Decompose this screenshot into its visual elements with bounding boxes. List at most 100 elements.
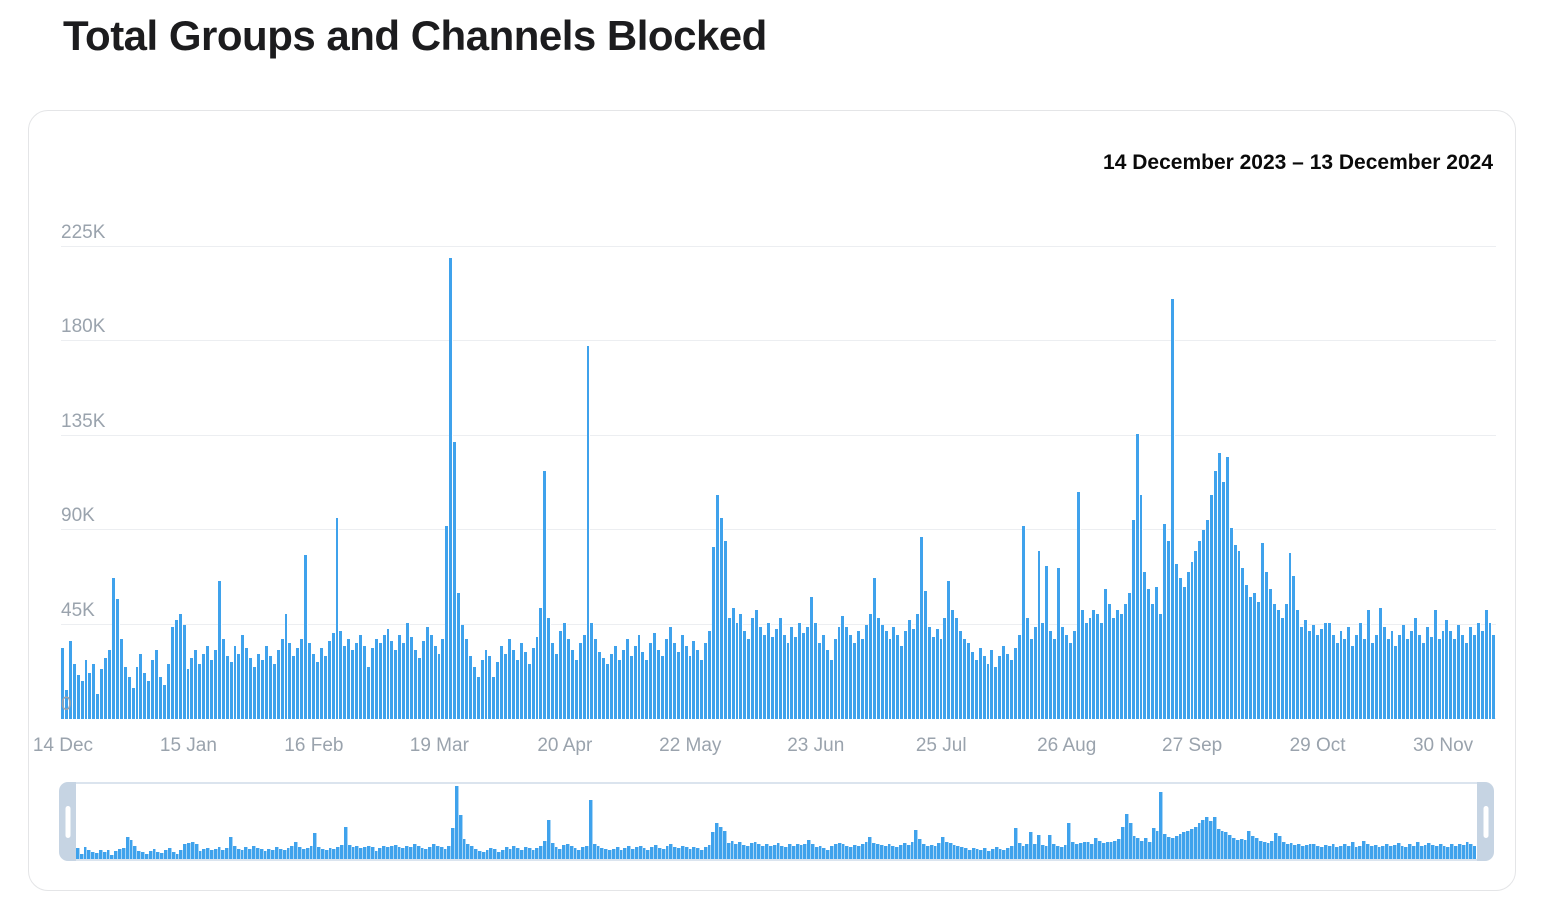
- minimap-day-bar[interactable]: [646, 849, 651, 859]
- day-bar[interactable]: [359, 635, 363, 719]
- day-bar[interactable]: [621, 649, 626, 719]
- minimap-day-bar[interactable]: [347, 845, 352, 859]
- day-bar[interactable]: [676, 651, 681, 719]
- minimap-day-bar[interactable]: [363, 847, 367, 859]
- day-bar[interactable]: [1245, 584, 1250, 719]
- minimap-day-bar[interactable]: [424, 849, 429, 859]
- minimap-day-bar[interactable]: [343, 827, 348, 859]
- minimap-day-bar[interactable]: [899, 845, 903, 859]
- minimap-day-bar[interactable]: [906, 844, 911, 859]
- minimap-day-bar[interactable]: [1262, 841, 1267, 859]
- minimap-day-bar[interactable]: [1113, 840, 1118, 859]
- minimap-day-bar[interactable]: [508, 848, 513, 859]
- minimap-day-bar[interactable]: [585, 845, 589, 859]
- minimap-day-bar[interactable]: [336, 846, 341, 859]
- minimap-day-bar[interactable]: [1063, 845, 1068, 859]
- day-bar[interactable]: [559, 630, 563, 719]
- day-bar[interactable]: [1453, 639, 1458, 719]
- day-bar[interactable]: [1225, 456, 1230, 719]
- minimap-day-bar[interactable]: [485, 849, 490, 859]
- minimap-day-bar[interactable]: [726, 843, 731, 859]
- minimap-day-bar[interactable]: [1189, 829, 1194, 859]
- day-bar[interactable]: [496, 662, 501, 719]
- day-bar[interactable]: [331, 633, 336, 719]
- minimap-day-bar[interactable]: [967, 849, 972, 859]
- day-bar[interactable]: [96, 693, 101, 719]
- minimap-day-bar[interactable]: [684, 847, 689, 859]
- day-bar[interactable]: [1139, 494, 1144, 719]
- minimap-day-bar[interactable]: [1101, 843, 1106, 859]
- minimap-day-bar[interactable]: [1469, 843, 1474, 859]
- day-bar[interactable]: [1363, 639, 1367, 719]
- day-bar[interactable]: [680, 635, 685, 719]
- day-bar[interactable]: [1402, 624, 1407, 719]
- minimap-day-bar[interactable]: [370, 847, 375, 859]
- day-bar[interactable]: [1406, 639, 1411, 719]
- minimap-day-bar[interactable]: [611, 848, 616, 859]
- minimap-day-bar[interactable]: [719, 827, 723, 859]
- day-bar[interactable]: [1014, 647, 1018, 719]
- day-bar[interactable]: [539, 607, 544, 719]
- minimap-day-bar[interactable]: [600, 848, 605, 859]
- day-bar[interactable]: [276, 649, 281, 719]
- minimap-day-bar[interactable]: [1431, 845, 1435, 859]
- day-bar[interactable]: [461, 624, 465, 719]
- minimap-day-bar[interactable]: [447, 846, 452, 859]
- day-bar[interactable]: [759, 626, 764, 719]
- minimap-day-bar[interactable]: [1121, 827, 1125, 859]
- minimap-day-bar[interactable]: [592, 843, 597, 859]
- day-bar[interactable]: [464, 639, 469, 719]
- day-bar[interactable]: [1261, 542, 1266, 719]
- day-bar[interactable]: [476, 677, 481, 719]
- day-bar[interactable]: [849, 635, 854, 719]
- day-bar[interactable]: [1272, 603, 1277, 719]
- minimap-day-bar[interactable]: [232, 846, 237, 859]
- day-bar[interactable]: [978, 647, 983, 719]
- minimap-day-bar[interactable]: [267, 848, 272, 859]
- day-bar[interactable]: [323, 656, 328, 719]
- day-bar[interactable]: [908, 620, 913, 719]
- minimap-day-bar[interactable]: [106, 850, 111, 859]
- minimap-day-bar[interactable]: [523, 847, 528, 859]
- day-bar[interactable]: [1017, 635, 1022, 719]
- minimap-day-bar[interactable]: [317, 847, 321, 859]
- day-bar[interactable]: [876, 618, 881, 719]
- day-bar[interactable]: [1072, 630, 1077, 719]
- day-bar[interactable]: [472, 666, 477, 719]
- day-bar[interactable]: [853, 643, 858, 719]
- day-bar[interactable]: [735, 622, 740, 719]
- minimap-day-bar[interactable]: [187, 843, 191, 859]
- minimap-day-bar[interactable]: [190, 842, 195, 859]
- day-bar[interactable]: [1472, 635, 1477, 719]
- minimap-day-bar[interactable]: [895, 847, 900, 859]
- day-bar[interactable]: [1202, 530, 1207, 719]
- day-bar[interactable]: [959, 630, 964, 719]
- day-bar[interactable]: [1343, 639, 1348, 719]
- minimap-day-bar[interactable]: [432, 844, 436, 859]
- minimap-day-bar[interactable]: [477, 850, 482, 859]
- day-bar[interactable]: [1163, 523, 1167, 719]
- minimap-day-bar[interactable]: [493, 849, 498, 859]
- minimap-day-bar[interactable]: [1082, 841, 1087, 859]
- minimap-day-bar[interactable]: [152, 848, 157, 859]
- day-bar[interactable]: [1449, 630, 1454, 719]
- day-bar[interactable]: [335, 517, 340, 719]
- minimap-day-bar[interactable]: [818, 845, 823, 859]
- day-bar[interactable]: [845, 626, 850, 719]
- minimap-day-bar[interactable]: [294, 842, 299, 859]
- minimap-day-bar[interactable]: [531, 850, 536, 859]
- minimap-day-bar[interactable]: [543, 841, 547, 859]
- minimap-day-bar[interactable]: [749, 843, 754, 859]
- minimap-day-bar[interactable]: [841, 844, 846, 859]
- day-bar[interactable]: [606, 664, 611, 719]
- day-bar[interactable]: [1284, 603, 1289, 719]
- day-bar[interactable]: [127, 677, 132, 719]
- day-bar[interactable]: [594, 639, 599, 719]
- minimap-day-bar[interactable]: [1457, 843, 1462, 859]
- day-bar[interactable]: [382, 635, 387, 719]
- day-bar[interactable]: [1265, 572, 1269, 719]
- minimap-day-bar[interactable]: [772, 844, 777, 859]
- minimap-day-bar[interactable]: [1209, 821, 1213, 859]
- day-bar[interactable]: [786, 643, 791, 719]
- minimap-day-bar[interactable]: [324, 850, 329, 859]
